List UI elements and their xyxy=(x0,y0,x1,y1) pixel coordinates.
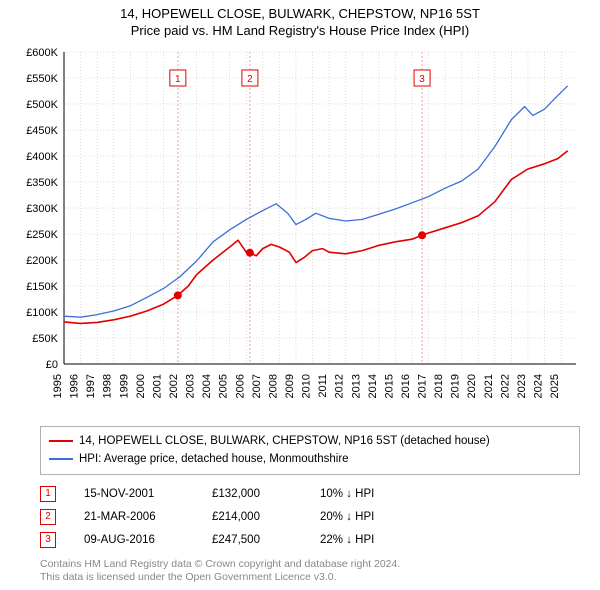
svg-text:£400K: £400K xyxy=(26,151,58,163)
svg-text:£200K: £200K xyxy=(26,255,58,267)
legend-label: HPI: Average price, detached house, Monm… xyxy=(79,450,349,468)
legend-item-hpi: HPI: Average price, detached house, Monm… xyxy=(49,450,571,468)
svg-text:2016: 2016 xyxy=(400,374,412,398)
sale-price: £132,000 xyxy=(212,483,292,506)
svg-text:1995: 1995 xyxy=(52,374,64,398)
svg-text:2021: 2021 xyxy=(483,374,495,398)
svg-text:2010: 2010 xyxy=(301,374,313,398)
legend-swatch xyxy=(49,458,73,460)
svg-text:2003: 2003 xyxy=(185,374,197,398)
svg-text:1: 1 xyxy=(175,74,181,85)
svg-text:1997: 1997 xyxy=(85,374,97,398)
sale-price: £214,000 xyxy=(212,506,292,529)
svg-text:£100K: £100K xyxy=(26,307,58,319)
svg-text:2025: 2025 xyxy=(549,374,561,398)
sales-row: 2 21-MAR-2006 £214,000 20% ↓ HPI xyxy=(40,506,580,529)
svg-text:1998: 1998 xyxy=(102,374,114,398)
svg-text:2013: 2013 xyxy=(350,374,362,398)
chart-area: £0 £50K £100K £150K £200K £250K £300K £350K £400… xyxy=(20,48,580,418)
svg-text:2006: 2006 xyxy=(234,374,246,398)
svg-text:2000: 2000 xyxy=(135,374,147,398)
svg-text:2007: 2007 xyxy=(251,374,263,398)
sale-price: £247,500 xyxy=(212,529,292,552)
svg-text:2020: 2020 xyxy=(466,374,478,398)
svg-text:2014: 2014 xyxy=(367,374,379,398)
svg-text:1996: 1996 xyxy=(69,374,81,398)
svg-text:2002: 2002 xyxy=(168,374,180,398)
sale-date: 15-NOV-2001 xyxy=(84,483,184,506)
svg-text:£300K: £300K xyxy=(26,203,58,215)
svg-text:2012: 2012 xyxy=(334,374,346,398)
sales-row: 1 15-NOV-2001 £132,000 10% ↓ HPI xyxy=(40,483,580,506)
sales-row: 3 09-AUG-2016 £247,500 22% ↓ HPI xyxy=(40,529,580,552)
svg-text:2001: 2001 xyxy=(151,374,163,398)
svg-text:£350K: £350K xyxy=(26,177,58,189)
svg-text:2019: 2019 xyxy=(450,374,462,398)
svg-text:£550K: £550K xyxy=(26,73,58,85)
legend: 14, HOPEWELL CLOSE, BULWARK, CHEPSTOW, N… xyxy=(40,426,580,475)
svg-text:2024: 2024 xyxy=(533,374,545,398)
sale-diff: 10% ↓ HPI xyxy=(320,483,410,506)
sale-marker-icon: 2 xyxy=(40,509,56,525)
svg-text:2008: 2008 xyxy=(267,374,279,398)
svg-text:3: 3 xyxy=(419,74,425,85)
sales-table: 1 15-NOV-2001 £132,000 10% ↓ HPI 2 21-MA… xyxy=(40,483,580,552)
svg-text:2005: 2005 xyxy=(218,374,230,398)
sale-marker-icon: 1 xyxy=(40,486,56,502)
legend-label: 14, HOPEWELL CLOSE, BULWARK, CHEPSTOW, N… xyxy=(79,432,490,450)
legend-item-property: 14, HOPEWELL CLOSE, BULWARK, CHEPSTOW, N… xyxy=(49,432,571,450)
svg-text:2009: 2009 xyxy=(284,374,296,398)
attribution-line: Contains HM Land Registry data © Crown c… xyxy=(40,558,580,572)
svg-text:£150K: £150K xyxy=(26,281,58,293)
sale-date: 09-AUG-2016 xyxy=(84,529,184,552)
attribution-line: This data is licensed under the Open Gov… xyxy=(40,571,580,585)
attribution: Contains HM Land Registry data © Crown c… xyxy=(40,558,580,585)
svg-text:£50K: £50K xyxy=(32,333,58,345)
svg-text:£600K: £600K xyxy=(26,48,58,59)
svg-text:2017: 2017 xyxy=(417,374,429,398)
svg-text:2: 2 xyxy=(247,74,253,85)
svg-text:£250K: £250K xyxy=(26,229,58,241)
svg-text:£0: £0 xyxy=(46,359,58,371)
sale-date: 21-MAR-2006 xyxy=(84,506,184,529)
sale-diff: 20% ↓ HPI xyxy=(320,506,410,529)
svg-text:2022: 2022 xyxy=(499,374,511,398)
svg-text:£500K: £500K xyxy=(26,99,58,111)
chart-title: 14, HOPEWELL CLOSE, BULWARK, CHEPSTOW, N… xyxy=(0,0,600,23)
svg-text:2023: 2023 xyxy=(516,374,528,398)
svg-text:2004: 2004 xyxy=(201,374,213,398)
svg-text:£450K: £450K xyxy=(26,125,58,137)
svg-text:2011: 2011 xyxy=(317,374,329,398)
svg-text:1999: 1999 xyxy=(118,374,130,398)
svg-text:2018: 2018 xyxy=(433,374,445,398)
chart-subtitle: Price paid vs. HM Land Registry's House … xyxy=(0,23,600,40)
legend-swatch xyxy=(49,440,73,442)
sale-diff: 22% ↓ HPI xyxy=(320,529,410,552)
line-chart: £0 £50K £100K £150K £200K £250K £300K £350K £400… xyxy=(20,48,580,418)
svg-text:2015: 2015 xyxy=(383,374,395,398)
sale-marker-icon: 3 xyxy=(40,532,56,548)
